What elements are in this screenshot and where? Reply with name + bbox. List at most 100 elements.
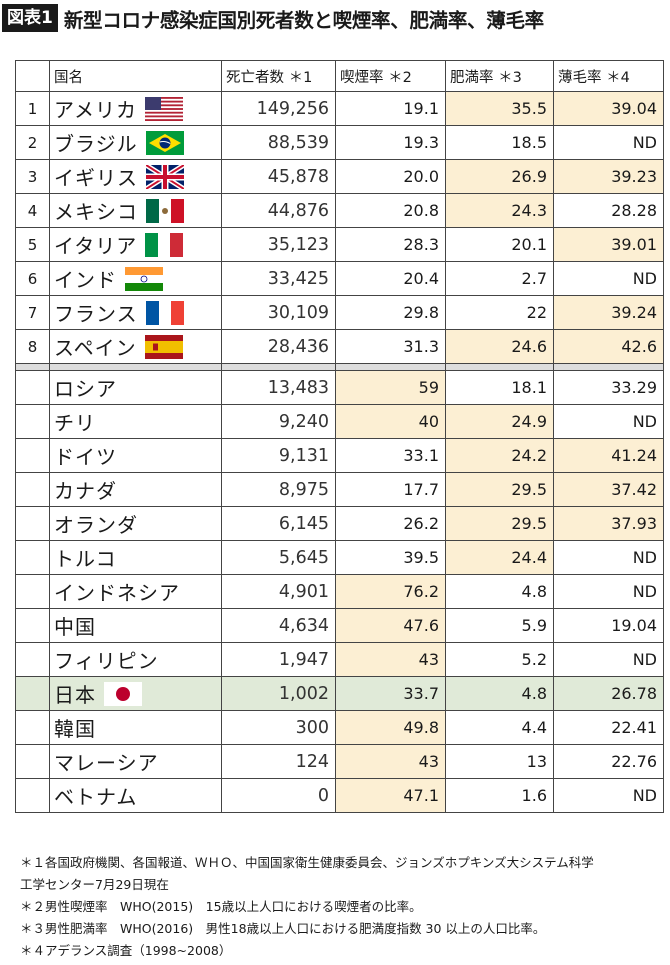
smoking-cell: 47.1 (335, 778, 446, 813)
table-row: 5 イタリア 35,123 28.3 20.1 39.01 (15, 227, 664, 262)
hair-loss-cell: ND (553, 125, 664, 160)
rank-cell (15, 778, 50, 813)
rank-cell (15, 676, 50, 711)
country-cell: アメリカ (49, 91, 222, 126)
obesity-cell: 24.3 (445, 193, 554, 228)
deaths-cell: 44,876 (221, 193, 336, 228)
column-header-hair-loss: 薄毛率 ＊4 (553, 60, 664, 92)
obesity-cell: 1.6 (445, 778, 554, 813)
hair-loss-cell: 19.04 (553, 608, 664, 643)
hair-loss-cell: 37.42 (553, 472, 664, 507)
country-name: ブラジル (54, 132, 138, 156)
rank-cell: 8 (15, 329, 50, 364)
deaths-cell: 13,483 (221, 370, 336, 405)
deaths-cell: 35,123 (221, 227, 336, 262)
table-row: 2 ブラジル 88,539 19.3 18.5 ND (15, 125, 664, 160)
table-row: オランダ 6,145 26.2 29.5 37.93 (15, 506, 664, 541)
country-name: メキシコ (54, 200, 138, 224)
country-name: オランダ (54, 513, 138, 537)
hair-loss-cell: ND (553, 404, 664, 439)
smoking-cell: 40 (335, 404, 446, 439)
obesity-cell: 24.2 (445, 438, 554, 473)
footnote-2: ＊２男性喫煙率 WHO(2015) 15歳以上人口における喫煙者の比率。 (20, 899, 422, 914)
hair-loss-cell: 28.28 (553, 193, 664, 228)
footnotes: ＊１各国政府機関、各国報道、ＷＨＯ、中国国家衛生健康委員会、ジョンズホプキンズ大… (20, 852, 594, 962)
country-cell: フランス (49, 295, 222, 330)
country-name: 日本 (54, 683, 96, 707)
country-cell: 日本 (49, 676, 222, 711)
smoking-cell: 26.2 (335, 506, 446, 541)
deaths-cell: 5,645 (221, 540, 336, 575)
obesity-cell: 24.9 (445, 404, 554, 439)
table-row: 7 フランス 30,109 29.8 22 39.24 (15, 295, 664, 330)
mexico-flag (146, 198, 184, 223)
brazil-flag (145, 130, 184, 155)
obesity-cell: 26.9 (445, 159, 554, 194)
obesity-cell: 29.5 (445, 506, 554, 541)
rank-cell: 5 (15, 227, 50, 262)
country-name: 韓国 (54, 717, 96, 741)
rank-cell: 1 (15, 91, 50, 126)
hair-loss-cell: 26.78 (553, 676, 664, 711)
smoking-cell: 43 (335, 744, 446, 779)
hair-loss-cell: ND (553, 540, 664, 575)
country-cell: オランダ (49, 506, 222, 541)
rank-cell (15, 744, 50, 779)
country-name: カナダ (54, 479, 117, 503)
table-row: 4 メキシコ 44,876 20.8 24.3 28.28 (15, 193, 664, 228)
table-row: 6 インド 33,425 20.4 2.7 ND (15, 261, 664, 296)
smoking-cell: 33.7 (335, 676, 446, 711)
deaths-cell: 300 (221, 710, 336, 745)
rank-cell (15, 710, 50, 745)
deaths-cell: 6,145 (221, 506, 336, 541)
rank-cell (15, 540, 50, 575)
country-cell: マレーシア (49, 744, 222, 779)
country-cell: インドネシア (49, 574, 222, 609)
table-row: 日本 1,002 33.7 4.8 26.78 (15, 676, 664, 711)
japan-flag (104, 681, 142, 706)
rank-cell (15, 472, 50, 507)
country-cell: イギリス (49, 159, 222, 194)
divider-cell (335, 363, 446, 371)
hair-loss-cell: ND (553, 642, 664, 677)
obesity-cell: 22 (445, 295, 554, 330)
smoking-cell: 20.0 (335, 159, 446, 194)
obesity-cell: 4.4 (445, 710, 554, 745)
country-name: インドネシア (54, 581, 180, 605)
rank-cell (15, 370, 50, 405)
section-divider (15, 363, 664, 371)
divider-cell (49, 363, 222, 371)
uk-flag (146, 164, 184, 189)
france-flag (145, 300, 184, 325)
smoking-cell: 17.7 (335, 472, 446, 507)
smoking-cell: 59 (335, 370, 446, 405)
deaths-cell: 124 (221, 744, 336, 779)
obesity-cell: 18.1 (445, 370, 554, 405)
deaths-cell: 9,131 (221, 438, 336, 473)
obesity-cell: 4.8 (445, 574, 554, 609)
table-row: フィリピン 1,947 43 5.2 ND (15, 642, 664, 677)
spain-flag (144, 334, 183, 359)
header-row: 国名 死亡者数 ＊1 喫煙率 ＊2 肥満率 ＊3 薄毛率 ＊4 (15, 60, 664, 92)
column-header-smoking: 喫煙率 ＊2 (335, 60, 446, 92)
country-cell: チリ (49, 404, 222, 439)
country-name: フランス (54, 302, 138, 326)
table-row: マレーシア 124 43 13 22.76 (15, 744, 664, 779)
smoking-cell: 47.6 (335, 608, 446, 643)
country-name: イギリス (54, 166, 138, 190)
obesity-cell: 5.2 (445, 642, 554, 677)
country-cell: ブラジル (49, 125, 222, 160)
data-table: 国名 死亡者数 ＊1 喫煙率 ＊2 肥満率 ＊3 薄毛率 ＊4 1 アメリカ 149… (15, 60, 664, 813)
country-name: イタリア (54, 234, 138, 258)
deaths-cell: 45,878 (221, 159, 336, 194)
obesity-cell: 29.5 (445, 472, 554, 507)
hair-loss-cell: 33.29 (553, 370, 664, 405)
column-header-country: 国名 (49, 60, 222, 92)
smoking-cell: 39.5 (335, 540, 446, 575)
obesity-cell: 35.5 (445, 91, 554, 126)
country-name: インド (54, 268, 117, 292)
hair-loss-cell: 41.24 (553, 438, 664, 473)
deaths-cell: 4,634 (221, 608, 336, 643)
smoking-cell: 33.1 (335, 438, 446, 473)
smoking-cell: 49.8 (335, 710, 446, 745)
